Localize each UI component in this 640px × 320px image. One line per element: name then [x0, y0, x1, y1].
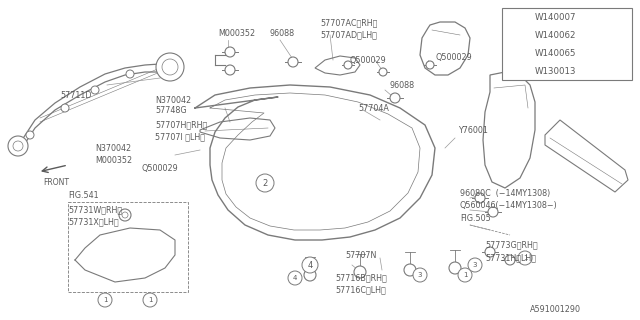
Text: A591001290: A591001290 [530, 306, 581, 315]
Text: 1: 1 [103, 297, 108, 303]
Text: 4: 4 [293, 275, 297, 281]
Circle shape [288, 271, 302, 285]
Text: M000352: M000352 [218, 28, 255, 37]
Text: 57707I 〈LH〉: 57707I 〈LH〉 [155, 132, 205, 141]
Text: 96088: 96088 [270, 28, 295, 37]
Circle shape [119, 209, 131, 221]
Circle shape [449, 262, 461, 274]
FancyBboxPatch shape [502, 8, 632, 80]
Text: 4: 4 [307, 260, 312, 269]
Circle shape [510, 29, 522, 41]
Text: 57731W〈RH〉: 57731W〈RH〉 [68, 205, 122, 214]
Text: 96088: 96088 [390, 81, 415, 90]
Text: Y76001: Y76001 [458, 125, 488, 134]
Circle shape [510, 11, 522, 23]
Text: W140062: W140062 [535, 30, 577, 39]
Text: 96080C  (−14MY1308): 96080C (−14MY1308) [460, 188, 550, 197]
Text: W140007: W140007 [535, 12, 577, 21]
Circle shape [488, 207, 498, 217]
Circle shape [344, 61, 352, 69]
Circle shape [225, 47, 235, 57]
Text: 1: 1 [523, 255, 527, 261]
Text: Q560046(−14MY1308−): Q560046(−14MY1308−) [460, 201, 557, 210]
Circle shape [404, 264, 416, 276]
Circle shape [143, 293, 157, 307]
Text: 4: 4 [513, 67, 518, 76]
Text: 1: 1 [148, 297, 152, 303]
Text: Q500029: Q500029 [350, 55, 387, 65]
Text: 57707AD〈LH〉: 57707AD〈LH〉 [320, 30, 377, 39]
Text: 2: 2 [514, 30, 518, 39]
Circle shape [510, 65, 522, 77]
Text: 57716B〈RH〉: 57716B〈RH〉 [335, 274, 387, 283]
Text: 1: 1 [463, 272, 467, 278]
Circle shape [485, 247, 495, 257]
Circle shape [518, 251, 532, 265]
Circle shape [426, 61, 434, 69]
Circle shape [13, 141, 23, 151]
Circle shape [510, 47, 522, 59]
Circle shape [61, 104, 69, 112]
Circle shape [390, 93, 400, 103]
Circle shape [505, 255, 515, 265]
Text: M000352: M000352 [95, 156, 132, 164]
Circle shape [91, 86, 99, 94]
Circle shape [156, 53, 184, 81]
Text: W140065: W140065 [535, 49, 577, 58]
Text: Q500029: Q500029 [142, 164, 179, 172]
Circle shape [475, 193, 485, 203]
Text: W130013: W130013 [535, 67, 577, 76]
Circle shape [468, 258, 482, 272]
Text: FRONT: FRONT [43, 178, 69, 187]
Circle shape [304, 269, 316, 281]
Text: 57748G: 57748G [155, 106, 187, 115]
Text: FIG.541: FIG.541 [68, 190, 99, 199]
Text: 57716C〈LH〉: 57716C〈LH〉 [335, 285, 386, 294]
Text: FIG.505: FIG.505 [460, 213, 491, 222]
Circle shape [162, 59, 178, 75]
Circle shape [98, 293, 112, 307]
Text: 57731X〈LH〉: 57731X〈LH〉 [68, 218, 118, 227]
Circle shape [225, 65, 235, 75]
Circle shape [302, 257, 318, 273]
Text: 57707N: 57707N [345, 251, 376, 260]
Circle shape [354, 266, 366, 278]
Text: 3: 3 [473, 262, 477, 268]
Text: 1: 1 [514, 12, 518, 21]
Circle shape [458, 268, 472, 282]
Text: Q500029: Q500029 [435, 52, 472, 61]
Circle shape [26, 131, 34, 139]
Text: 57711D: 57711D [60, 91, 92, 100]
Circle shape [122, 212, 128, 218]
Circle shape [379, 68, 387, 76]
Text: 3: 3 [513, 49, 518, 58]
Text: 2: 2 [262, 179, 268, 188]
Text: 57773G〈RH〉: 57773G〈RH〉 [485, 241, 538, 250]
Text: 57707AC〈RH〉: 57707AC〈RH〉 [320, 19, 378, 28]
Circle shape [8, 136, 28, 156]
FancyBboxPatch shape [68, 202, 188, 292]
Circle shape [256, 174, 274, 192]
Text: N370042: N370042 [155, 95, 191, 105]
Text: N370042: N370042 [95, 143, 131, 153]
Circle shape [126, 70, 134, 78]
Text: 3: 3 [418, 272, 422, 278]
Circle shape [146, 296, 154, 304]
Text: 57704A: 57704A [358, 103, 389, 113]
Circle shape [101, 296, 109, 304]
Circle shape [288, 57, 298, 67]
Text: 57731H〈LH〉: 57731H〈LH〉 [485, 253, 536, 262]
Circle shape [413, 268, 427, 282]
Text: 57707H〈RH〉: 57707H〈RH〉 [155, 121, 207, 130]
